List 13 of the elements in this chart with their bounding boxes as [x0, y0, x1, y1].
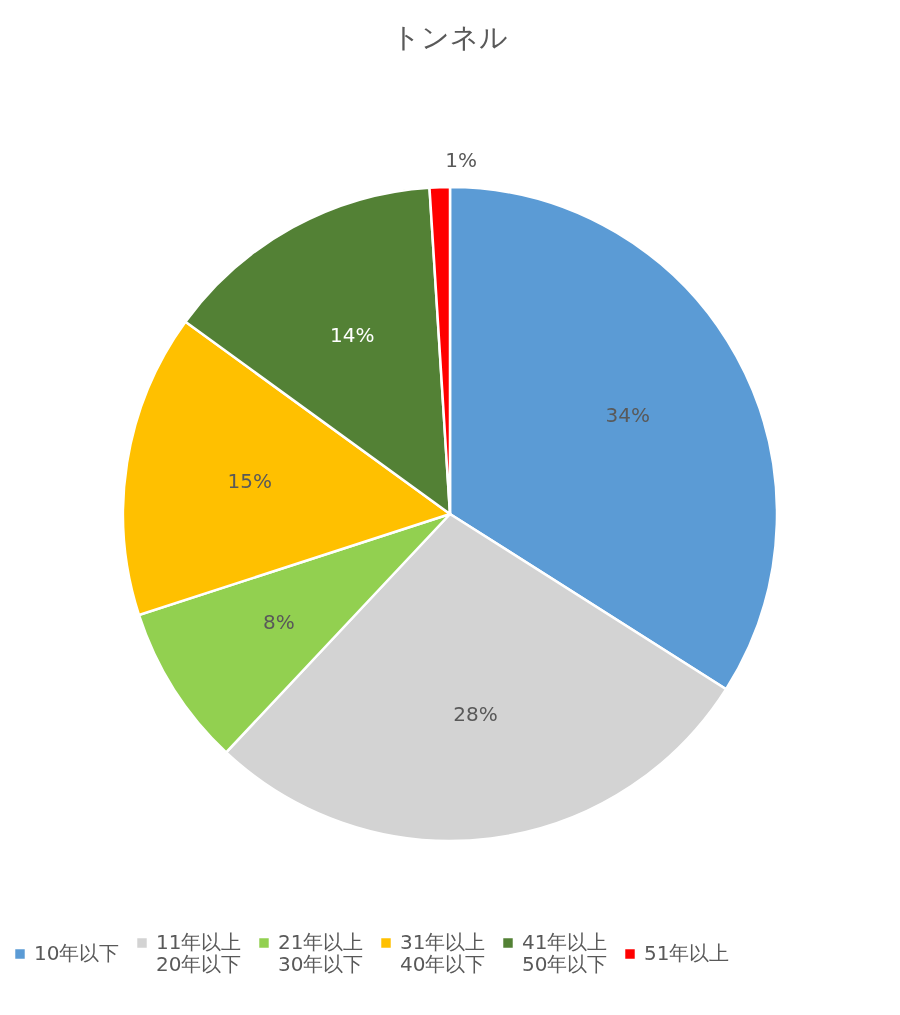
- legend-label: 51年以上: [644, 941, 730, 965]
- legend-label: 10年以下: [34, 941, 120, 965]
- legend-label: 31年以上 40年以下: [400, 930, 486, 976]
- data-label: 1%: [445, 148, 477, 173]
- data-label: 28%: [453, 702, 498, 727]
- legend-label: 41年以上 50年以下: [522, 930, 608, 976]
- legend-label: 21年以上 30年以下: [278, 930, 364, 976]
- legend-label: 11年以上 20年以下: [156, 930, 242, 976]
- data-label: 15%: [227, 469, 272, 494]
- chart-title: トンネル: [392, 21, 508, 54]
- data-label: 14%: [330, 323, 375, 348]
- data-label: 34%: [605, 403, 650, 428]
- data-label: 8%: [262, 609, 295, 634]
